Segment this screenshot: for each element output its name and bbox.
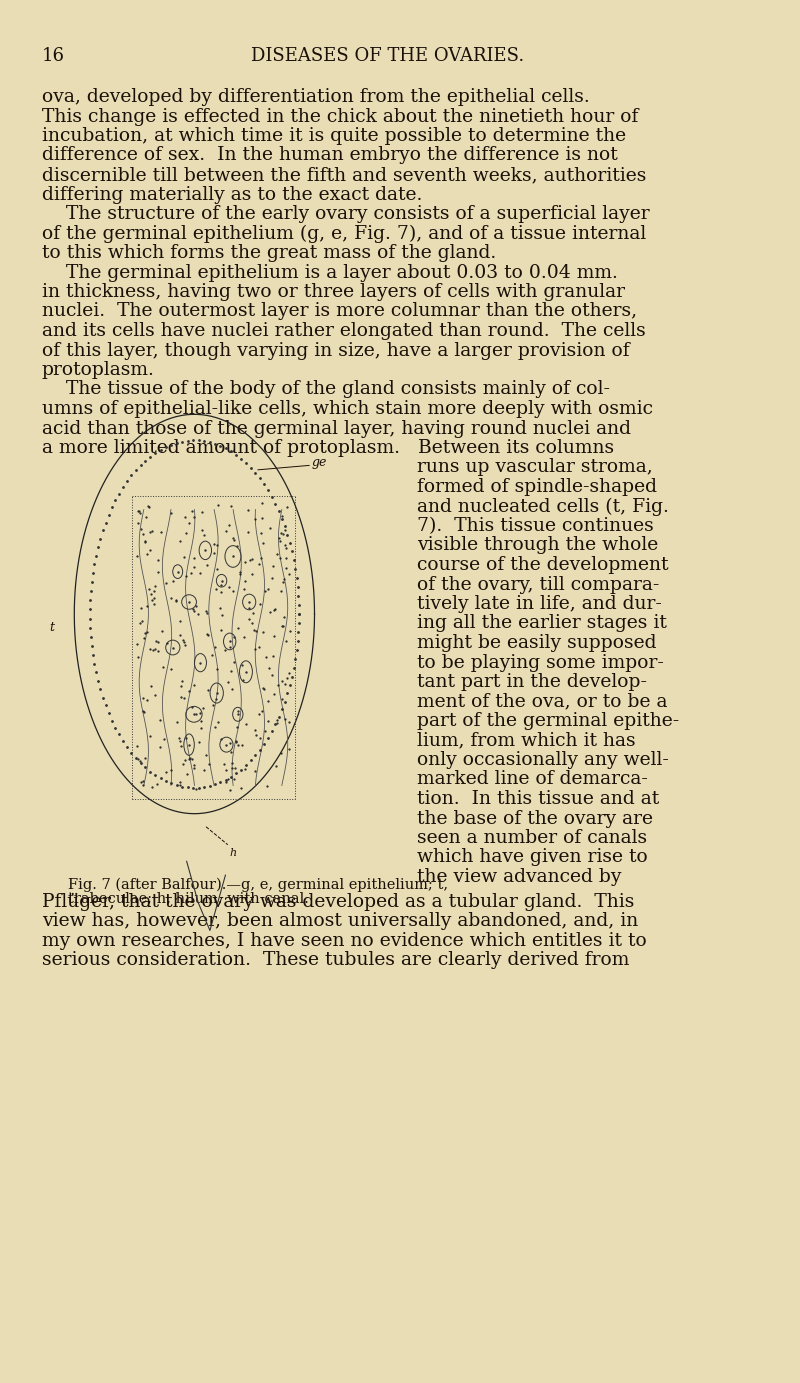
Text: acid than those of the germinal layer, having round nuclei and: acid than those of the germinal layer, h… xyxy=(42,419,630,437)
Text: and its cells have nuclei rather elongated than round.  The cells: and its cells have nuclei rather elongat… xyxy=(42,322,646,340)
Text: part of the germinal epithe-: part of the germinal epithe- xyxy=(417,712,679,730)
Text: ment of the ova, or to be a: ment of the ova, or to be a xyxy=(417,693,667,711)
Text: tant part in the develop-: tant part in the develop- xyxy=(417,674,647,692)
Text: ova, developed by differentiation from the epithelial cells.: ova, developed by differentiation from t… xyxy=(42,89,590,106)
Text: This change is effected in the chick about the ninetieth hour of: This change is effected in the chick abo… xyxy=(42,108,638,126)
Text: the base of the ovary are: the base of the ovary are xyxy=(417,809,653,827)
Text: lium, from which it has: lium, from which it has xyxy=(417,732,635,750)
Text: of the ovary, till compara-: of the ovary, till compara- xyxy=(417,575,659,593)
Text: protoplasm.: protoplasm. xyxy=(42,361,154,379)
Text: my own researches, I have seen no evidence which entitles it to: my own researches, I have seen no eviden… xyxy=(42,932,646,950)
Text: nuclei.  The outermost layer is more columnar than the others,: nuclei. The outermost layer is more colu… xyxy=(42,303,637,321)
Text: might be easily supposed: might be easily supposed xyxy=(417,633,657,651)
Text: visible through the whole: visible through the whole xyxy=(417,537,658,555)
Text: Pflüger, that the ovary was developed as a tubular gland.  This: Pflüger, that the ovary was developed a… xyxy=(42,892,634,910)
Text: in thickness, having two or three layers of cells with granular: in thickness, having two or three layers… xyxy=(42,284,625,301)
Text: The structure of the early ovary consists of a superficial layer: The structure of the early ovary consist… xyxy=(42,205,650,223)
Text: of this layer, though varying in size, have a larger provision of: of this layer, though varying in size, h… xyxy=(42,342,630,360)
Text: differing materially as to the exact date.: differing materially as to the exact dat… xyxy=(42,185,422,203)
Text: to be playing some impor-: to be playing some impor- xyxy=(417,654,664,672)
Text: to this which forms the great mass of the gland.: to this which forms the great mass of th… xyxy=(42,243,496,261)
Text: trabeculae; h, hilum, with canal.: trabeculae; h, hilum, with canal. xyxy=(68,892,309,906)
Text: a more limited amount of protoplasm.   Between its columns: a more limited amount of protoplasm. Bet… xyxy=(42,438,614,456)
Text: seen a number of canals: seen a number of canals xyxy=(417,828,647,846)
Text: discernible till between the fifth and seventh weeks, authorities: discernible till between the fifth and s… xyxy=(42,166,646,184)
Text: 16: 16 xyxy=(42,47,65,65)
Text: The tissue of the body of the gland consists mainly of col-: The tissue of the body of the gland cons… xyxy=(42,380,610,398)
Text: marked line of demarca-: marked line of demarca- xyxy=(417,770,648,788)
Text: The germinal epithelium is a layer about 0.03 to 0.04 mm.: The germinal epithelium is a layer about… xyxy=(42,264,618,282)
Text: course of the development: course of the development xyxy=(417,556,669,574)
Text: of the germinal epithelium (g, e, Fig. 7), and of a tissue internal: of the germinal epithelium (g, e, Fig. 7… xyxy=(42,224,646,243)
Text: formed of spindle-shaped: formed of spindle-shaped xyxy=(417,479,657,496)
Text: only occasionally any well-: only occasionally any well- xyxy=(417,751,669,769)
Text: the view advanced by: the view advanced by xyxy=(417,869,622,887)
Text: incubation, at which time it is quite possible to determine the: incubation, at which time it is quite po… xyxy=(42,127,626,145)
Text: tion.  In this tissue and at: tion. In this tissue and at xyxy=(417,790,659,808)
Text: umns of epithelial-like cells, which stain more deeply with osmic: umns of epithelial-like cells, which sta… xyxy=(42,400,653,418)
Text: serious consideration.  These tubules are clearly derived from: serious consideration. These tubules are… xyxy=(42,952,629,969)
Text: DISEASES OF THE OVARIES.: DISEASES OF THE OVARIES. xyxy=(251,47,525,65)
Text: tively late in life, and dur-: tively late in life, and dur- xyxy=(417,595,662,613)
Text: ge: ge xyxy=(312,456,327,469)
Text: t: t xyxy=(50,621,54,635)
Text: Fig. 7 (after Balfour).—g, e, germinal epithelium; t,: Fig. 7 (after Balfour).—g, e, germinal e… xyxy=(68,877,448,892)
Text: view has, however, been almost universally abandoned, and, in: view has, however, been almost universal… xyxy=(42,911,638,929)
Text: 7).  This tissue continues: 7). This tissue continues xyxy=(417,517,654,535)
Text: and nucleated cells (t, Fig.: and nucleated cells (t, Fig. xyxy=(417,498,669,516)
Text: difference of sex.  In the human embryo the difference is not: difference of sex. In the human embryo t… xyxy=(42,147,618,165)
Text: h: h xyxy=(230,848,237,857)
Text: which have given rise to: which have given rise to xyxy=(417,849,648,867)
Text: runs up vascular stroma,: runs up vascular stroma, xyxy=(417,459,653,477)
Text: ing all the earlier stages it: ing all the earlier stages it xyxy=(417,614,667,632)
